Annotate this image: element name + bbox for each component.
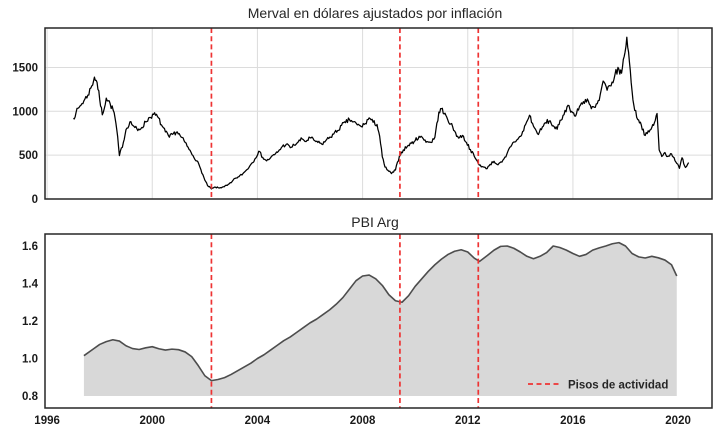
merval-plot-area: 0 500 1000 1500	[12, 27, 713, 206]
pbi-y-tick-label: 1.6	[22, 241, 38, 253]
pbi-y-tick-label: 1.0	[22, 354, 38, 366]
pbi-y-tick-label: 1.4	[22, 279, 39, 291]
x-tick-label: 2016	[560, 415, 586, 427]
x-tick-label: 2004	[245, 415, 271, 427]
x-tick-label: 2012	[455, 415, 481, 427]
pbi-plot-area: 0.8 1.0 1.2 1.4 1.6	[22, 233, 713, 409]
x-tick-label: 2008	[350, 415, 376, 427]
legend-label: Pisos de actividad	[568, 380, 668, 392]
x-tick-label: 2000	[139, 415, 165, 427]
pbi-title: PBI Arg	[351, 214, 398, 230]
merval-title: Merval en dólares ajustados por inflació…	[248, 5, 502, 21]
pbi-area-fill	[83, 242, 677, 396]
merval-y-tick-label: 0	[32, 194, 38, 206]
bottom-axes-frame	[44, 233, 713, 409]
pbi-y-tick-label: 1.2	[22, 316, 38, 328]
merval-series-line	[73, 36, 690, 190]
legend: Pisos de actividad	[528, 380, 668, 392]
pbi-area-edge	[83, 241, 678, 382]
merval-y-tick-label: 1500	[12, 62, 38, 74]
x-tick-label: 2020	[665, 415, 691, 427]
pbi-y-tick-label: 0.8	[22, 391, 39, 403]
merval-y-tick-label: 500	[19, 150, 38, 162]
x-tick-label: 1996	[34, 415, 60, 427]
merval-y-tick-label: 1000	[12, 106, 38, 118]
top-axes-frame	[44, 27, 713, 200]
